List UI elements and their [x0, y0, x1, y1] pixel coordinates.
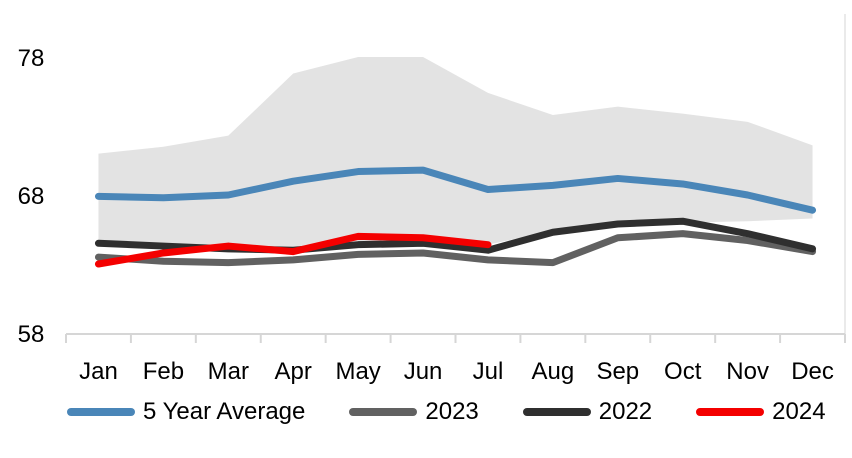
x-axis-month-label: Feb — [143, 358, 184, 385]
legend-item-2023: 2023 — [349, 398, 479, 425]
x-axis-month-label: Dec — [791, 358, 834, 385]
x-axis-month-label: May — [335, 358, 380, 385]
legend-label-5-year-average: 5 Year Average — [143, 398, 306, 425]
y-axis-tick-label: 68 — [18, 183, 45, 210]
legend-label-2024: 2024 — [772, 398, 826, 425]
x-axis-month-label: Nov — [726, 358, 769, 385]
x-axis-month-label: Jun — [404, 358, 443, 385]
chart-legend: 5 Year Average 2023 2022 2024 — [67, 398, 826, 425]
five-year-range-line-chart: 58 68 78 Jan Feb Mar Apr May Jun Jul Aug Sep Oct Nov D… — [18, 14, 846, 385]
x-axis-month-label: Mar — [208, 358, 249, 385]
series-line-2024 — [94, 232, 492, 268]
y-axis-tick-label: 78 — [18, 45, 45, 72]
series-line-2023 — [94, 230, 817, 267]
legend-label-2022: 2022 — [598, 398, 653, 425]
x-axis-month-label: Apr — [275, 358, 312, 385]
x-axis-month-label: Aug — [532, 358, 575, 385]
legend-item-2024: 2024 — [696, 398, 826, 425]
legend-item-2022: 2022 — [522, 398, 653, 425]
x-axis-month-label: Jan — [79, 358, 118, 385]
range-band-area — [98, 57, 813, 249]
legend-line-swatch-2022 — [522, 408, 591, 417]
x-axis-month-label: Sep — [596, 358, 639, 385]
legend-label-2023: 2023 — [425, 398, 479, 425]
x-axis-month-label: Jul — [473, 358, 504, 385]
legend-item-5-year-average: 5 Year Average — [67, 398, 306, 425]
y-axis-tick-label: 58 — [18, 321, 45, 348]
x-axis-month-label: Oct — [664, 358, 702, 385]
series-line-5-year-average — [94, 166, 817, 214]
legend-line-swatch-2024 — [696, 408, 765, 417]
legend-line-swatch-5-year-average — [67, 408, 135, 417]
legend-line-swatch-2023 — [349, 408, 418, 417]
